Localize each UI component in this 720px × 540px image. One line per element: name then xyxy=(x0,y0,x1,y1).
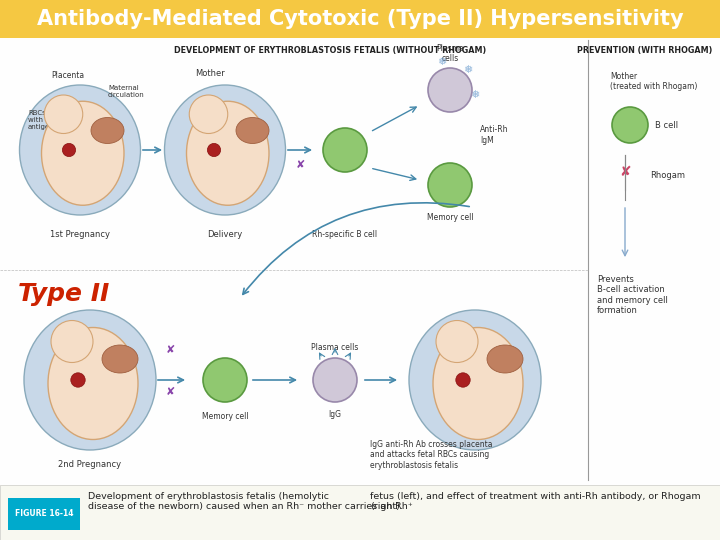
Text: RBCs
with Rh
antigen: RBCs with Rh antigen xyxy=(28,110,55,130)
Text: IgG: IgG xyxy=(328,410,341,419)
Text: 2nd Pregnancy: 2nd Pregnancy xyxy=(58,460,122,469)
Circle shape xyxy=(313,358,357,402)
Text: Memory cell: Memory cell xyxy=(427,213,473,222)
Text: Placenta: Placenta xyxy=(51,71,84,80)
Text: Type II: Type II xyxy=(18,282,109,306)
Ellipse shape xyxy=(48,327,138,440)
Text: Maternal
circulation: Maternal circulation xyxy=(108,85,145,98)
Circle shape xyxy=(456,373,470,387)
Ellipse shape xyxy=(164,85,286,215)
Ellipse shape xyxy=(487,345,523,373)
Circle shape xyxy=(44,95,83,133)
Ellipse shape xyxy=(433,327,523,440)
Ellipse shape xyxy=(186,102,269,205)
Circle shape xyxy=(203,358,247,402)
Bar xyxy=(0,485,720,540)
Ellipse shape xyxy=(91,118,124,144)
Ellipse shape xyxy=(409,310,541,450)
Text: ✘: ✘ xyxy=(619,165,631,179)
Text: Plasma cells: Plasma cells xyxy=(311,343,359,352)
Ellipse shape xyxy=(102,345,138,373)
Bar xyxy=(8,498,80,530)
Text: ✘: ✘ xyxy=(166,345,175,355)
Text: ❅: ❅ xyxy=(463,65,473,75)
Circle shape xyxy=(71,373,85,387)
Circle shape xyxy=(207,144,220,157)
Text: ❅: ❅ xyxy=(470,90,480,100)
Text: IgG anti-Rh Ab crosses placenta
and attacks fetal RBCs causing
erythroblastosis : IgG anti-Rh Ab crosses placenta and atta… xyxy=(370,440,492,470)
Text: B cell: B cell xyxy=(655,120,678,130)
Text: Rhogam: Rhogam xyxy=(650,171,685,179)
Text: 1st Pregnancy: 1st Pregnancy xyxy=(50,230,110,239)
Text: Mother: Mother xyxy=(195,69,225,78)
Text: DEVELOPMENT OF ERYTHROBLASTOSIS FETALIS (WITHOUT RHOGAM): DEVELOPMENT OF ERYTHROBLASTOSIS FETALIS … xyxy=(174,45,486,55)
Text: Anti-Rh
IgM: Anti-Rh IgM xyxy=(480,125,508,145)
Circle shape xyxy=(323,128,367,172)
Text: fetus (left), and effect of treatment with anti-Rh antibody, or Rhogam
(right).: fetus (left), and effect of treatment wi… xyxy=(370,492,701,511)
Text: Prevents
B-cell activation
and memory cell
formation: Prevents B-cell activation and memory ce… xyxy=(597,275,668,315)
Circle shape xyxy=(612,107,648,143)
Circle shape xyxy=(189,95,228,133)
Text: ❅: ❅ xyxy=(437,57,446,67)
Ellipse shape xyxy=(236,118,269,144)
Text: Development of erythroblastosis fetalis (hemolytic
disease of the newborn) cause: Development of erythroblastosis fetalis … xyxy=(88,492,413,511)
Text: Delivery: Delivery xyxy=(207,230,243,239)
Ellipse shape xyxy=(42,102,124,205)
Circle shape xyxy=(51,321,93,362)
Text: ✘: ✘ xyxy=(295,160,305,170)
Circle shape xyxy=(428,163,472,207)
Circle shape xyxy=(428,68,472,112)
Text: Rh-specific B cell: Rh-specific B cell xyxy=(312,230,377,239)
Text: Plasma
cells: Plasma cells xyxy=(436,44,464,63)
Text: ✘: ✘ xyxy=(166,387,175,397)
Ellipse shape xyxy=(24,310,156,450)
Text: Mother
(treated with Rhogam): Mother (treated with Rhogam) xyxy=(610,72,698,91)
Text: Memory cell: Memory cell xyxy=(202,412,248,421)
Text: FIGURE 16-14: FIGURE 16-14 xyxy=(14,510,73,518)
Text: Antibody-Mediated Cytotoxic (Type II) Hypersensitivity: Antibody-Mediated Cytotoxic (Type II) Hy… xyxy=(37,9,683,29)
Circle shape xyxy=(63,144,76,157)
Bar xyxy=(0,0,720,38)
Text: PREVENTION (WITH RHOGAM): PREVENTION (WITH RHOGAM) xyxy=(577,45,713,55)
Circle shape xyxy=(436,321,478,362)
Ellipse shape xyxy=(19,85,140,215)
Bar xyxy=(0,38,720,485)
